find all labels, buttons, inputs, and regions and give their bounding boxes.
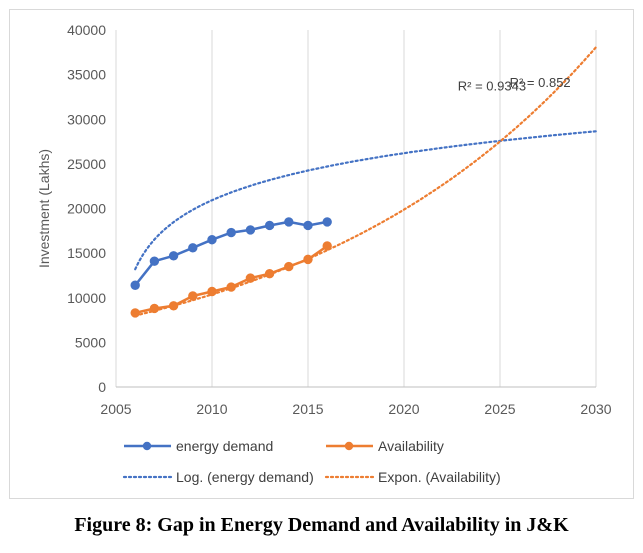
trendline-log (134, 130, 598, 271)
data-point (303, 254, 313, 265)
data-point (322, 241, 332, 251)
x-tick-label: 2030 (580, 401, 611, 417)
data-point (188, 291, 198, 301)
y-tick-label: 30000 (67, 111, 106, 127)
axes: 0 5000 10000 15000 20000 25000 30000 35000 40000… (36, 22, 612, 417)
legend-marker (344, 441, 354, 451)
data-point (226, 282, 236, 292)
data-point (149, 256, 160, 266)
r-squared-label: R² = 0.9343 (458, 79, 526, 94)
y-tick-label: 0 (98, 379, 106, 395)
data-point (168, 301, 179, 311)
data-point (284, 261, 294, 272)
data-point (245, 273, 256, 283)
line-chart: 0 5000 10000 15000 20000 25000 30000 35000 40000… (36, 22, 612, 485)
y-tick-label: 40000 (67, 22, 106, 38)
gridlines (115, 30, 597, 387)
legend-label: Expon. (Availability) (378, 469, 501, 485)
data-point (284, 217, 294, 227)
y-tick-label: 10000 (67, 290, 106, 306)
figure-caption: Figure 8: Gap in Energy Demand and Avail… (74, 514, 569, 536)
y-tick-label: 35000 (67, 67, 106, 83)
y-tick-label: 15000 (67, 245, 106, 261)
series-group (130, 217, 332, 318)
data-point (207, 235, 217, 245)
legend-marker (142, 441, 152, 451)
data-point (226, 227, 236, 238)
r-squared-label: R² = 0.852 (510, 75, 571, 90)
y-axis-title: Investment (Lakhs) (36, 149, 52, 268)
data-point (188, 243, 198, 253)
y-tick-label: 25000 (67, 156, 106, 172)
legend-label: energy demand (176, 438, 273, 454)
y-tick-label: 20000 (67, 201, 106, 217)
data-point (130, 280, 140, 290)
y-tick-label: 5000 (75, 334, 106, 350)
data-point (207, 286, 217, 297)
legend: energy demand Availability Log. (energy de… (122, 438, 501, 485)
data-point (149, 303, 160, 314)
data-point (264, 268, 275, 279)
series-line-1 (134, 244, 328, 315)
data-point (264, 220, 275, 231)
legend-label: Availability (378, 438, 444, 454)
x-tick-label: 2015 (292, 401, 323, 417)
x-tick-label: 2010 (196, 401, 227, 417)
data-point (245, 225, 256, 235)
data-point (130, 308, 140, 318)
data-point (322, 217, 332, 227)
data-point (303, 220, 313, 231)
x-tick-label: 2005 (100, 401, 131, 417)
x-tick-label: 2020 (388, 401, 419, 417)
x-tick-label: 2025 (484, 401, 515, 417)
data-point (168, 251, 179, 261)
legend-label: Log. (energy demand) (176, 469, 314, 485)
